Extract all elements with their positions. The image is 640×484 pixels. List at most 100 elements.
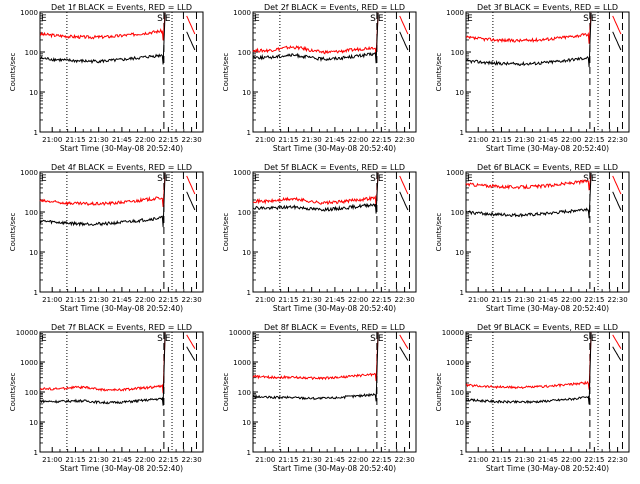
plot-frame [465, 171, 630, 293]
series-line-events [252, 172, 379, 214]
chart-title: Det 8f BLACK = Events, RED = LLD [264, 323, 405, 332]
series-line-events [465, 332, 592, 405]
y-axis-label: Counts/sec [9, 373, 17, 412]
y-tick-label: 100 [238, 389, 251, 397]
chart-panel-4: Det 4f BLACK = Events, RED = LLD 1 10 100 10… [9, 163, 204, 313]
plot-frame [252, 171, 417, 293]
chart-title: Det 3f BLACK = Events, RED = LLD [477, 3, 618, 12]
marker-label-e: E [165, 174, 171, 184]
x-tick-label: 21:00 [468, 456, 488, 464]
chart-panel-2: Det 2f BLACK = Events, RED = LLD 1 10 100 10… [222, 3, 417, 153]
y-tick-label: 1000 [233, 169, 251, 177]
series-tail-events [186, 191, 196, 211]
y-tick-label: 10 [242, 89, 251, 97]
series-tail-lld [399, 175, 409, 195]
y-axis-label: Counts/sec [9, 213, 17, 252]
x-tick-label: 22:15 [158, 136, 178, 144]
x-axis-label: Start Time (30-May-08 20:52:40) [60, 304, 183, 313]
chart-panel-8: Det 8f BLACK = Events, RED = LLD 1 10 100 10… [222, 323, 417, 473]
plot-frame [39, 171, 204, 293]
x-axis-label: Start Time (30-May-08 20:52:40) [273, 144, 396, 153]
y-tick-label: 1000 [446, 9, 464, 17]
y-tick-label: 10 [455, 89, 464, 97]
series-line-lld [253, 172, 379, 208]
marker-label-s: S [583, 14, 589, 24]
series-line-lld [39, 332, 166, 394]
series-tail-events [186, 31, 196, 51]
series-tail-events [612, 31, 622, 51]
y-tick-label: 1 [247, 129, 251, 137]
x-tick-label: 21:45 [538, 296, 558, 304]
x-axis-label: Start Time (30-May-08 20:52:40) [60, 464, 183, 473]
marker-label-e: E [467, 14, 473, 24]
y-tick-label: 100 [25, 389, 38, 397]
chart-title: Det 6f BLACK = Events, RED = LLD [477, 163, 618, 172]
x-tick-label: 21:15 [491, 296, 511, 304]
x-tick-label: 21:30 [515, 456, 535, 464]
x-tick-label: 22:15 [158, 296, 178, 304]
x-tick-label: 21:00 [468, 136, 488, 144]
y-tick-label: 1 [34, 289, 38, 297]
y-tick-label: 100 [451, 389, 464, 397]
series-tail-events [399, 31, 409, 51]
marker-label-e: E [591, 14, 597, 24]
x-tick-label: 21:45 [325, 296, 345, 304]
x-tick-label: 22:30 [394, 296, 414, 304]
x-tick-label: 21:30 [89, 296, 109, 304]
x-tick-label: 22:30 [394, 136, 414, 144]
x-tick-label: 21:15 [65, 296, 85, 304]
series-line-lld [465, 172, 592, 191]
series-line-lld [252, 12, 379, 57]
marker-label-e: E [378, 334, 384, 344]
y-tick-label: 100 [451, 49, 464, 57]
y-tick-label: 1 [34, 449, 38, 457]
series-line-lld [465, 12, 592, 44]
plot-frame [252, 331, 417, 453]
series-line-events [465, 172, 592, 219]
series-tail-events [612, 346, 622, 361]
chart-panel-6: Det 6f BLACK = Events, RED = LLD 1 10 100 10… [435, 163, 630, 313]
marker-label-e: E [591, 174, 597, 184]
series-tail-events [399, 191, 409, 211]
y-tick-label: 100 [25, 49, 38, 57]
x-tick-label: 21:45 [538, 136, 558, 144]
chart-title: Det 2f BLACK = Events, RED = LLD [264, 3, 405, 12]
series-line-events [39, 332, 166, 406]
x-tick-label: 21:15 [278, 456, 298, 464]
x-tick-label: 21:30 [302, 136, 322, 144]
chart-panel-1: Det 1f BLACK = Events, RED = LLD 1 10 100 10… [9, 3, 204, 153]
x-tick-label: 21:45 [112, 296, 132, 304]
series-line-lld [252, 332, 379, 382]
series-tail-lld [612, 334, 622, 349]
y-axis-label: Counts/sec [222, 373, 230, 412]
marker-label-e: E [378, 174, 384, 184]
series-tail-lld [186, 175, 196, 195]
marker-label-e: E [591, 334, 597, 344]
x-tick-label: 22:15 [584, 136, 604, 144]
x-axis-label: Start Time (30-May-08 20:52:40) [273, 464, 396, 473]
y-tick-label: 100 [238, 49, 251, 57]
x-axis-label: Start Time (30-May-08 20:52:40) [486, 304, 609, 313]
y-tick-label: 10000 [16, 329, 38, 337]
x-tick-label: 21:15 [65, 456, 85, 464]
x-tick-label: 21:00 [255, 136, 275, 144]
y-tick-label: 1 [247, 449, 251, 457]
y-tick-label: 1000 [233, 9, 251, 17]
x-tick-label: 21:30 [515, 136, 535, 144]
series-line-events [252, 12, 379, 64]
x-tick-label: 22:15 [584, 296, 604, 304]
series-tail-lld [612, 15, 622, 35]
y-tick-label: 10 [455, 419, 464, 427]
x-tick-label: 22:00 [135, 296, 155, 304]
marker-label-e: E [41, 334, 47, 344]
marker-label-e: E [254, 174, 260, 184]
y-tick-label: 10 [455, 249, 464, 257]
x-tick-label: 22:15 [371, 456, 391, 464]
chart-panel-7: Det 7f BLACK = Events, RED = LLD 1 10 100 10… [9, 323, 204, 473]
x-tick-label: 22:15 [371, 296, 391, 304]
chart-panel-3: Det 3f BLACK = Events, RED = LLD 1 10 100 10… [435, 3, 630, 153]
series-line-lld [465, 332, 592, 390]
marker-label-s: S [370, 14, 376, 24]
marker-label-e: E [165, 14, 171, 24]
series-tail-events [186, 346, 196, 361]
